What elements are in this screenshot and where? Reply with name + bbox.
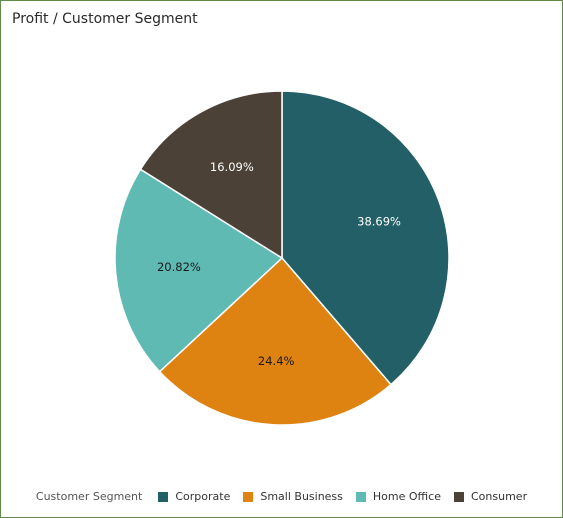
chart-title: Profit / Customer Segment xyxy=(12,11,198,27)
legend-title: Customer Segment xyxy=(35,490,143,503)
pie-slice-consumer[interactable] xyxy=(139,90,283,260)
legend-item-home-office[interactable]: Home Office xyxy=(355,490,441,503)
legend-item-consumer[interactable]: Consumer xyxy=(454,490,527,503)
legend: Customer Segment Corporate Small Busines… xyxy=(1,490,562,503)
legend-label: Home Office xyxy=(372,490,441,503)
pie-slice-small-business[interactable] xyxy=(158,256,392,426)
pie-slice-corporate[interactable] xyxy=(281,90,450,386)
pie-slice-home-office[interactable] xyxy=(114,168,284,373)
pie-slices xyxy=(114,90,450,426)
pie-chart: 38.69% 24.4% 20.82% 16.09% xyxy=(114,90,450,426)
pie-labels: 38.69% 24.4% 20.82% 16.09% xyxy=(157,160,401,368)
legend-item-corporate[interactable]: Corporate xyxy=(158,490,230,503)
legend-label: Corporate xyxy=(175,490,231,503)
legend-label: Consumer xyxy=(471,490,528,503)
legend-swatch xyxy=(158,491,169,502)
legend-label: Small Business xyxy=(260,490,343,503)
legend-item-small-business[interactable]: Small Business xyxy=(243,490,343,503)
slice-data-label: 24.4% xyxy=(258,354,295,368)
slice-data-label: 16.09% xyxy=(210,160,254,174)
legend-swatch xyxy=(243,491,254,502)
legend-swatch xyxy=(355,491,366,502)
slice-data-label: 20.82% xyxy=(157,260,201,274)
slice-data-label: 38.69% xyxy=(357,214,401,228)
legend-swatch xyxy=(454,491,464,502)
